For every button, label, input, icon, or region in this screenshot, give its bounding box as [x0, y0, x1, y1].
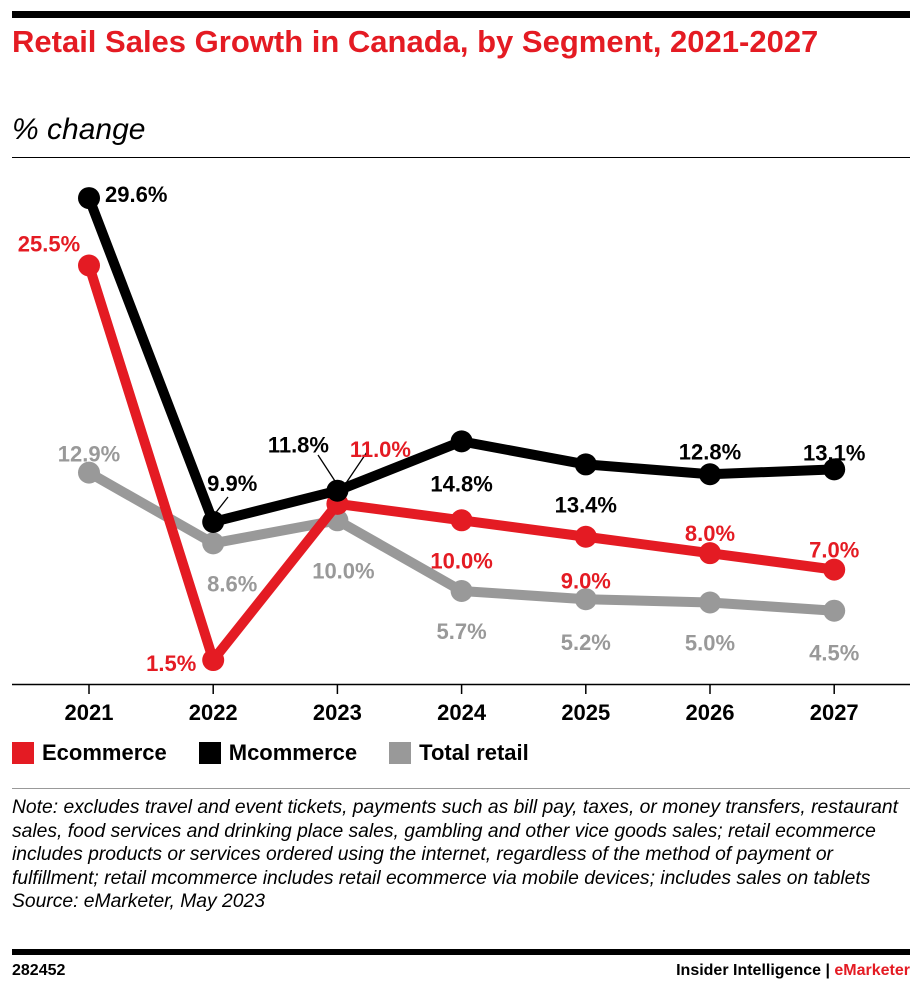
data-point	[202, 649, 225, 672]
bottom-bar	[12, 949, 910, 955]
data-point	[326, 479, 349, 502]
divider	[12, 788, 910, 789]
note-text: Note: excludes travel and event tickets,…	[12, 797, 898, 889]
chart-subtitle: % change	[12, 113, 146, 146]
chart-id: 282452	[12, 962, 66, 979]
data-label: 8.0%	[685, 521, 735, 546]
data-point	[574, 525, 597, 548]
data-point	[823, 458, 846, 481]
x-tick-label: 2023	[313, 700, 362, 725]
note: Note: excludes travel and event tickets,…	[12, 796, 912, 914]
x-tick-label: 2022	[189, 700, 238, 725]
data-point	[78, 461, 100, 484]
data-label: 10.0%	[430, 548, 492, 573]
x-tick-label: 2024	[437, 700, 487, 725]
divider	[12, 157, 910, 158]
x-tick-label: 2026	[686, 700, 735, 725]
data-point	[699, 591, 721, 614]
legend-item-ecommerce: Ecommerce	[12, 740, 167, 766]
data-point	[699, 542, 721, 565]
data-label: 5.0%	[685, 631, 735, 656]
data-point	[202, 532, 225, 555]
leader-line	[212, 496, 229, 517]
leader-line	[336, 451, 368, 497]
x-tick-label: 2027	[810, 700, 859, 725]
legend-swatch	[198, 742, 221, 764]
brand-right: eMarketer	[834, 962, 910, 979]
x-tick-label: 2025	[561, 700, 610, 725]
legend-label: Ecommerce	[42, 740, 167, 765]
data-label: 29.6%	[105, 182, 167, 207]
legend-swatch	[389, 742, 412, 764]
data-label: 14.8%	[430, 471, 492, 496]
data-point	[574, 588, 597, 611]
data-label: 9.0%	[561, 569, 611, 594]
data-label: 10.0%	[312, 558, 374, 583]
data-point	[823, 599, 846, 622]
legend-label: Total retail	[419, 740, 529, 765]
data-label: 8.6%	[207, 571, 257, 596]
data-point	[823, 558, 846, 581]
data-label: 25.5%	[18, 231, 80, 256]
data-label: 12.9%	[58, 442, 120, 467]
data-label: 1.5%	[146, 651, 196, 676]
data-label: 5.7%	[437, 619, 487, 644]
data-label: 11.8%	[268, 433, 329, 458]
data-label: 9.9%	[207, 471, 257, 496]
brand-left: Insider Intelligence |	[676, 962, 835, 979]
chart-title: Retail Sales Growth in Canada, by Segmen…	[12, 24, 819, 59]
top-bar	[12, 11, 910, 18]
data-point	[78, 254, 100, 277]
data-label: 11.0%	[350, 437, 411, 462]
data-label: 4.5%	[809, 641, 859, 666]
data-point	[202, 510, 225, 533]
legend-item-total-retail: Total retail	[389, 740, 529, 766]
legend-label: Mcommerce	[228, 740, 358, 765]
data-label: 13.4%	[555, 492, 617, 517]
data-point	[450, 579, 473, 602]
x-tick-label: 2021	[65, 700, 114, 725]
legend: Ecommerce Mcommerce Total retail	[12, 740, 529, 766]
data-label: 12.8%	[679, 439, 741, 464]
legend-swatch	[12, 742, 34, 764]
brand: Insider Intelligence | eMarketer	[676, 962, 910, 980]
data-point	[78, 187, 100, 210]
data-point	[450, 430, 473, 453]
leader-line	[317, 454, 338, 486]
data-label: 13.1%	[803, 440, 865, 465]
data-point	[574, 453, 597, 476]
data-label: 7.0%	[809, 538, 859, 563]
source-text: Source: eMarketer, May 2023	[12, 891, 265, 912]
data-label: 5.2%	[561, 630, 611, 655]
legend-item-mcommerce: Mcommerce	[198, 740, 358, 766]
data-point	[699, 463, 721, 486]
data-point	[450, 509, 473, 532]
